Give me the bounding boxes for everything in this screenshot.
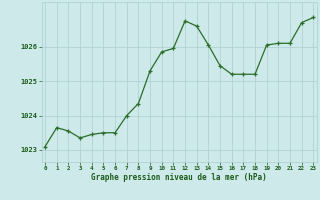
X-axis label: Graphe pression niveau de la mer (hPa): Graphe pression niveau de la mer (hPa) <box>91 173 267 182</box>
